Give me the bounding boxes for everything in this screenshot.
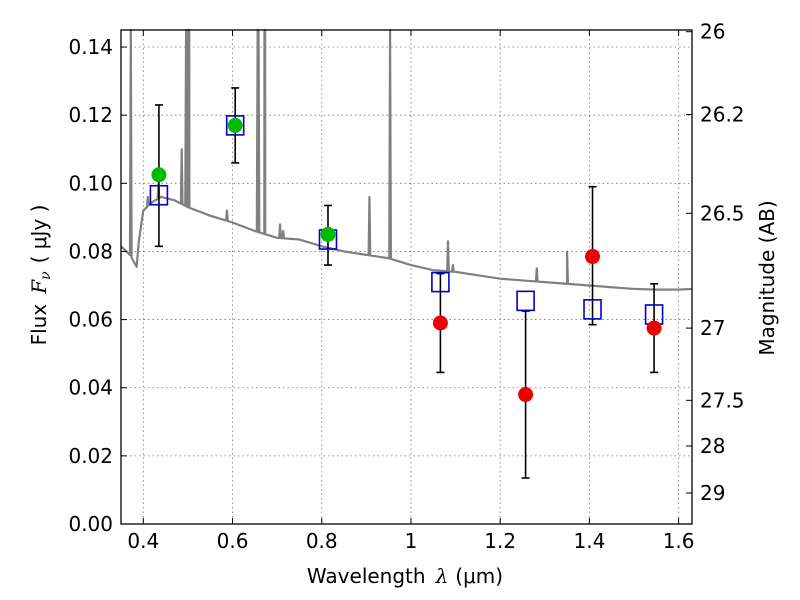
y-tick-label: 0.12 (68, 103, 113, 127)
y-tick-label: 0.04 (68, 376, 113, 400)
y-tick-label: 0.00 (68, 512, 113, 536)
right-tick-label: 28 (700, 434, 725, 458)
right-tick-label: 26 (700, 20, 725, 44)
right-tick-label: 26.5 (700, 201, 745, 225)
right-axis-label: Magnitude (AB) (755, 200, 779, 355)
red-data-point (646, 320, 662, 336)
red-data-point (432, 315, 448, 331)
right-tick-label: 27.5 (700, 388, 745, 412)
y-axis-label-symbol: F (27, 279, 51, 295)
y-axis-label: Flux Fν ( μJy ) (27, 205, 54, 346)
y-axis-label-subscript: ν (38, 271, 54, 280)
green-data-point (227, 117, 243, 133)
green-data-point (320, 226, 336, 242)
red-data-point (518, 387, 534, 403)
y-axis-label-unit: ( μJy ) (27, 205, 51, 264)
x-axis-label-symbol: λ (435, 564, 449, 588)
tick-layer: 0.4 0.6 0.8 1 1.2 1.4 1.6 0.00 0.02 0.04 0.06 0.08 0… (68, 20, 744, 553)
green-data-point (151, 167, 167, 183)
x-tick-label: 1.4 (573, 529, 605, 553)
right-tick-label: 27 (700, 316, 725, 340)
x-tick-label: 1.6 (663, 529, 695, 553)
y-tick-label: 0.08 (68, 239, 113, 263)
y-tick-label: 0.06 (68, 308, 113, 332)
y-tick-label: 0.14 (68, 35, 113, 59)
x-tick-label: 0.8 (306, 529, 338, 553)
y-tick-label: 0.10 (68, 171, 113, 195)
right-tick-label: 29 (700, 481, 725, 505)
x-axis-label-unit: (μm) (455, 564, 503, 588)
x-tick-label: 0.6 (217, 529, 249, 553)
x-tick-label: 0.4 (127, 529, 159, 553)
model-square-point (583, 299, 602, 320)
y-axis-label-prefix: Flux (27, 304, 51, 346)
x-axis-label: Wavelength λ (μm) (307, 564, 503, 588)
plot-frame (120, 29, 693, 525)
model-square-point (431, 271, 450, 293)
model-square-point (225, 115, 245, 136)
model-square-point (149, 184, 169, 206)
model-square-point (516, 290, 535, 312)
marker-layer (149, 115, 664, 403)
x-tick-label: 1.2 (484, 529, 516, 553)
right-tick-label: 26.2 (700, 102, 745, 126)
x-axis-label-prefix: Wavelength (307, 564, 426, 588)
red-data-point (585, 249, 601, 265)
x-tick-label: 1 (405, 529, 418, 553)
y-tick-label: 0.02 (68, 444, 113, 468)
